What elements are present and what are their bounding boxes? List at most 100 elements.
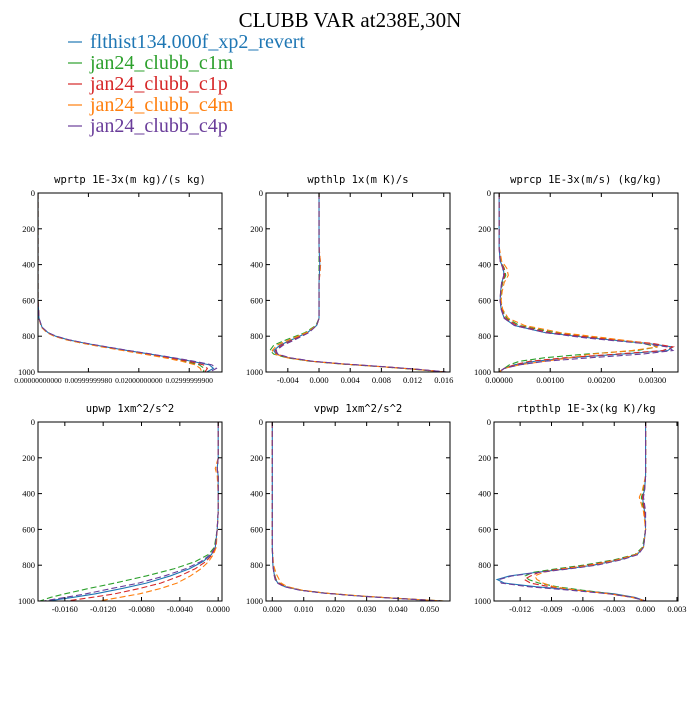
y-tick-label: 0 (487, 417, 491, 427)
series-line (498, 193, 676, 372)
series-line (274, 193, 447, 372)
series-line (271, 422, 445, 601)
y-tick-label: 200 (22, 453, 35, 463)
x-tick-label: 0.030 (357, 604, 376, 614)
legend: flthist134.000f_xp2_revertjan24_clubb_c1… (68, 31, 305, 137)
x-tick-label: 0.000 (309, 375, 328, 385)
legend-label: jan24_clubb_c1m (89, 52, 234, 74)
x-tick-label: 0.02999999900 (165, 376, 213, 385)
x-tick-label: 0.003 (667, 604, 686, 614)
x-tick-label: 0.020 (326, 604, 345, 614)
y-tick-label: 600 (478, 295, 491, 305)
y-tick-label: 600 (22, 524, 35, 534)
legend-item: jan24_clubb_c1p (68, 73, 228, 95)
y-tick-label: 600 (250, 295, 263, 305)
x-tick-label: 0.0000 (206, 604, 229, 614)
series-line (38, 193, 215, 372)
series-line (271, 422, 442, 601)
y-tick-label: 200 (478, 453, 491, 463)
panel-title: wpthlp 1x(m K)/s (307, 174, 408, 186)
series-line (498, 422, 647, 601)
y-tick-label: 800 (478, 331, 491, 341)
x-tick-label: -0.012 (509, 604, 531, 614)
legend-label: jan24_clubb_c1p (89, 73, 228, 95)
x-tick-label: -0.003 (603, 604, 625, 614)
chart-panel: wprtp 1E-3x(m kg)/(s kg) 0 200 400 600 800 100… (14, 174, 223, 385)
x-tick-label: 0.016 (434, 375, 453, 385)
x-tick-label: 0.02000000000 (115, 376, 163, 385)
series-line (38, 193, 218, 372)
series-line (271, 193, 445, 372)
series-line (66, 422, 219, 601)
y-tick-label: 200 (250, 224, 263, 234)
x-tick-label: -0.006 (572, 604, 594, 614)
y-tick-label: 400 (22, 260, 35, 270)
y-tick-label: 0 (31, 417, 35, 427)
series-line (273, 193, 446, 372)
plot-frame (493, 421, 679, 602)
x-tick-label: 0.010 (294, 604, 313, 614)
series-line (269, 193, 444, 372)
y-tick-label: 600 (250, 524, 263, 534)
panel-title: upwp 1xm^2/s^2 (86, 403, 175, 415)
series-line (495, 422, 647, 601)
x-tick-label: 0.00000000000 (14, 376, 62, 385)
x-tick-label: 0.00200 (588, 375, 616, 385)
legend-label: jan24_clubb_c4p (89, 115, 228, 137)
x-tick-label: 0.00999999980 (65, 376, 113, 385)
series-line (271, 422, 443, 601)
y-tick-label: 400 (478, 260, 491, 270)
x-tick-label: -0.004 (277, 375, 300, 385)
series-line (39, 422, 219, 601)
legend-item: jan24_clubb_c1m (68, 52, 234, 74)
y-tick-label: 800 (250, 560, 263, 570)
y-tick-label: 800 (250, 331, 263, 341)
series-line (498, 193, 675, 372)
series-line (498, 193, 675, 372)
chart-panel: wprcp 1E-3x(m/s) (kg/kg) 0 200 400 600 800 100… (474, 174, 679, 385)
y-tick-label: 0 (487, 188, 491, 198)
y-tick-label: 0 (259, 188, 263, 198)
legend-label: jan24_clubb_c4m (89, 94, 234, 116)
series-group (271, 422, 445, 601)
x-tick-label: -0.0120 (90, 604, 116, 614)
legend-item: jan24_clubb_c4m (68, 94, 234, 116)
chart-panel: wpthlp 1x(m K)/s 0 200 400 600 800 1000 -0.004 0… (246, 174, 453, 385)
x-tick-label: 0.00100 (536, 375, 564, 385)
y-tick-label: 400 (250, 260, 263, 270)
y-tick-label: 200 (250, 453, 263, 463)
y-tick-label: 1000 (18, 596, 35, 606)
y-tick-label: 600 (22, 295, 35, 305)
panel-title: wprcp 1E-3x(m/s) (kg/kg) (510, 174, 662, 186)
x-tick-label: -0.0160 (52, 604, 78, 614)
series-line (275, 193, 447, 372)
y-tick-label: 1000 (474, 596, 491, 606)
series-group (38, 193, 218, 372)
figure-title: CLUBB VAR at238E,30N (239, 8, 462, 32)
y-tick-label: 800 (22, 331, 35, 341)
x-tick-label: 0.00300 (639, 375, 667, 385)
y-tick-label: 400 (478, 489, 491, 499)
panel-title: rtpthlp 1E-3x(kg K)/kg (516, 403, 655, 415)
plot-frame (493, 192, 679, 373)
legend-item: jan24_clubb_c4p (68, 115, 228, 137)
y-tick-label: 200 (22, 224, 35, 234)
series-line (533, 422, 647, 601)
plot-frame (37, 192, 223, 373)
plot-frame (265, 192, 451, 373)
series-line (498, 193, 658, 372)
y-tick-label: 600 (478, 524, 491, 534)
series-line (38, 193, 203, 372)
panel-title: wprtp 1E-3x(m kg)/(s kg) (54, 174, 206, 186)
series-group (498, 193, 676, 372)
legend-item: flthist134.000f_xp2_revert (68, 31, 305, 53)
series-group (495, 422, 647, 601)
x-tick-label: 0.00000 (485, 375, 513, 385)
y-tick-label: 400 (250, 489, 263, 499)
series-line (38, 193, 205, 372)
y-tick-label: 1000 (246, 367, 263, 377)
x-tick-label: 0.050 (420, 604, 439, 614)
